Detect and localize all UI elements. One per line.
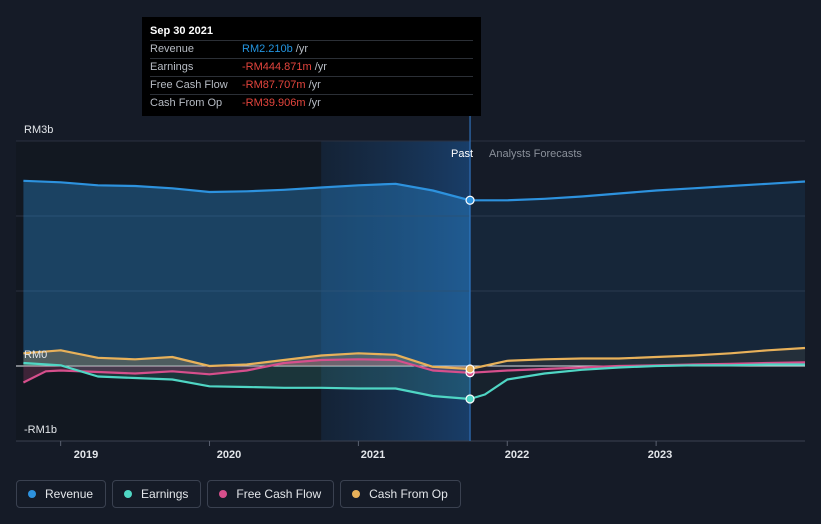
tooltip-row-value: RM2.210b (242, 43, 293, 55)
forecast-label: Analysts Forecasts (489, 148, 582, 160)
data-tooltip: Sep 30 2021 Revenue RM2.210b /yr Earning… (142, 17, 481, 116)
tooltip-row-unit: /yr (314, 61, 327, 73)
legend-item-earnings[interactable]: Earnings (112, 480, 202, 508)
tooltip-row-revenue: Revenue RM2.210b /yr (150, 40, 473, 58)
x-tick-label-2022: 2022 (505, 449, 529, 461)
x-tick-label-2020: 2020 (217, 449, 241, 461)
tooltip-row-value: -RM39.906m (242, 97, 306, 109)
tooltip-row-label: Cash From Op (150, 97, 223, 109)
past-label: Past (451, 148, 473, 160)
tooltip-row-label: Free Cash Flow (150, 79, 228, 91)
tooltip-row-label: Revenue (150, 43, 195, 55)
tooltip-row-earnings: Earnings -RM444.871m /yr (150, 58, 473, 76)
earnings-area-forecast (23, 363, 805, 399)
cash-from-op-marker (465, 364, 475, 374)
chart-legend: Revenue Earnings Free Cash Flow Cash Fro… (16, 480, 461, 508)
tooltip-row-unit: /yr (295, 43, 308, 55)
axis-labels: RM3b RM0 -RM1b Past Analysts Forecasts 2… (24, 124, 672, 461)
highlight-markers (465, 195, 475, 404)
legend-item-free-cash-flow[interactable]: Free Cash Flow (207, 480, 335, 508)
tooltip-row-unit: /yr (308, 79, 321, 91)
legend-dot-icon (124, 490, 133, 498)
tooltip-row-cash-from-op: Cash From Op -RM39.906m /yr (150, 94, 473, 112)
legend-label: Cash From Op (369, 487, 448, 501)
earnings-marker (465, 394, 475, 404)
legend-label: Revenue (45, 487, 94, 501)
legend-label: Free Cash Flow (236, 487, 322, 501)
x-tick-label-2019: 2019 (74, 449, 98, 461)
tooltip-row-free-cash-flow: Free Cash Flow -RM87.707m /yr (150, 76, 473, 94)
earnings-area-past (23, 363, 471, 399)
x-tick-label-2023: 2023 (648, 449, 672, 461)
tooltip-row-unit: /yr (308, 97, 321, 109)
cash-from-op-area-forecast (23, 348, 805, 369)
legend-item-revenue[interactable]: Revenue (16, 480, 107, 508)
cash-from-op-line (23, 346, 806, 371)
cash-from-op-area-past (23, 350, 471, 369)
earnings-line (23, 361, 805, 401)
free-cash-flow-area-past (23, 359, 471, 383)
tooltip-row-value: -RM444.871m (242, 61, 312, 73)
series-lines (22, 179, 806, 401)
legend-dot-icon (352, 490, 361, 498)
legend-dot-icon (219, 490, 228, 498)
tooltip-row-label: Earnings (150, 61, 194, 73)
y-tick-label-bottom: -RM1b (24, 424, 57, 436)
legend-dot-icon (28, 490, 36, 498)
chart-grid (16, 116, 805, 446)
x-tick-label-2021: 2021 (361, 449, 385, 461)
legend-label: Earnings (141, 487, 189, 501)
y-tick-label-top: RM3b (24, 124, 53, 136)
revenue-area-past (23, 180, 471, 366)
tooltip-date: Sep 30 2021 (150, 25, 213, 37)
revenue-line (23, 179, 806, 202)
tooltip-row-value: -RM87.707m (242, 79, 306, 91)
legend-item-cash-from-op[interactable]: Cash From Op (340, 480, 461, 508)
revenue-area-forecast (23, 180, 805, 366)
revenue-marker (465, 195, 475, 205)
series-fills (23, 180, 805, 399)
y-tick-label-zero: RM0 (24, 349, 47, 361)
